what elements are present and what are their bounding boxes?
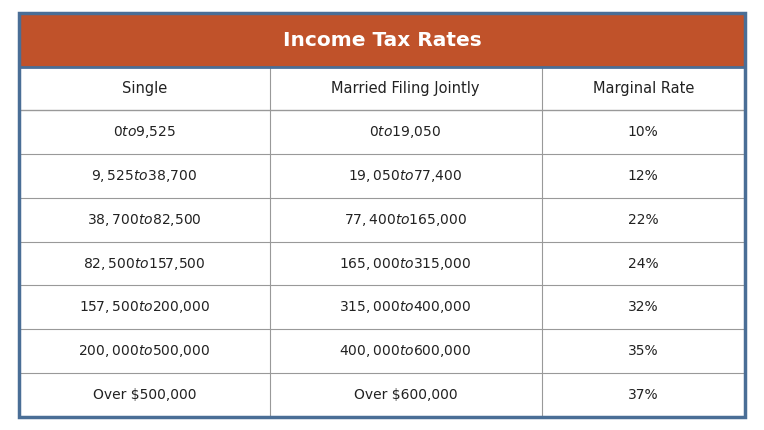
Bar	[19, 286, 745, 329]
Text: Over $600,000: Over $600,000	[354, 388, 458, 402]
Text: $9,525 to $38,700: $9,525 to $38,700	[92, 168, 197, 184]
Bar	[19, 198, 745, 242]
Text: $400,000 to $600,000: $400,000 to $600,000	[339, 343, 472, 359]
Text: Married Filing Jointly: Married Filing Jointly	[332, 81, 480, 96]
Text: Single: Single	[121, 81, 167, 96]
Bar	[19, 329, 745, 373]
Text: 24%: 24%	[628, 257, 659, 270]
Bar	[19, 373, 745, 417]
Bar	[19, 13, 745, 68]
Bar	[19, 68, 745, 110]
Text: $200,000 to $500,000: $200,000 to $500,000	[78, 343, 211, 359]
Bar	[19, 242, 745, 286]
Text: 32%: 32%	[628, 301, 659, 314]
Text: 35%: 35%	[628, 344, 659, 358]
Text: $82,500 to $157,500: $82,500 to $157,500	[83, 255, 206, 271]
Text: 10%: 10%	[628, 125, 659, 139]
Text: $19,050 to $77,400: $19,050 to $77,400	[348, 168, 463, 184]
Text: $38,700 to $82,500: $38,700 to $82,500	[87, 212, 202, 227]
Text: $0 to $9,525: $0 to $9,525	[113, 124, 176, 140]
Text: 37%: 37%	[628, 388, 659, 402]
Text: $157,500 to $200,000: $157,500 to $200,000	[79, 299, 210, 315]
Text: Income Tax Rates: Income Tax Rates	[283, 31, 481, 50]
Text: Over $500,000: Over $500,000	[92, 388, 196, 402]
Bar	[19, 110, 745, 154]
Text: $165,000 to $315,000: $165,000 to $315,000	[339, 255, 472, 271]
Text: 12%: 12%	[628, 169, 659, 183]
Text: Marginal Rate: Marginal Rate	[593, 81, 694, 96]
Bar	[19, 154, 745, 198]
Text: $77,400 to $165,000: $77,400 to $165,000	[344, 212, 468, 227]
Text: 22%: 22%	[628, 212, 659, 227]
Text: $315,000 to $400,000: $315,000 to $400,000	[339, 299, 472, 315]
Text: $0 to $19,050: $0 to $19,050	[370, 124, 442, 140]
